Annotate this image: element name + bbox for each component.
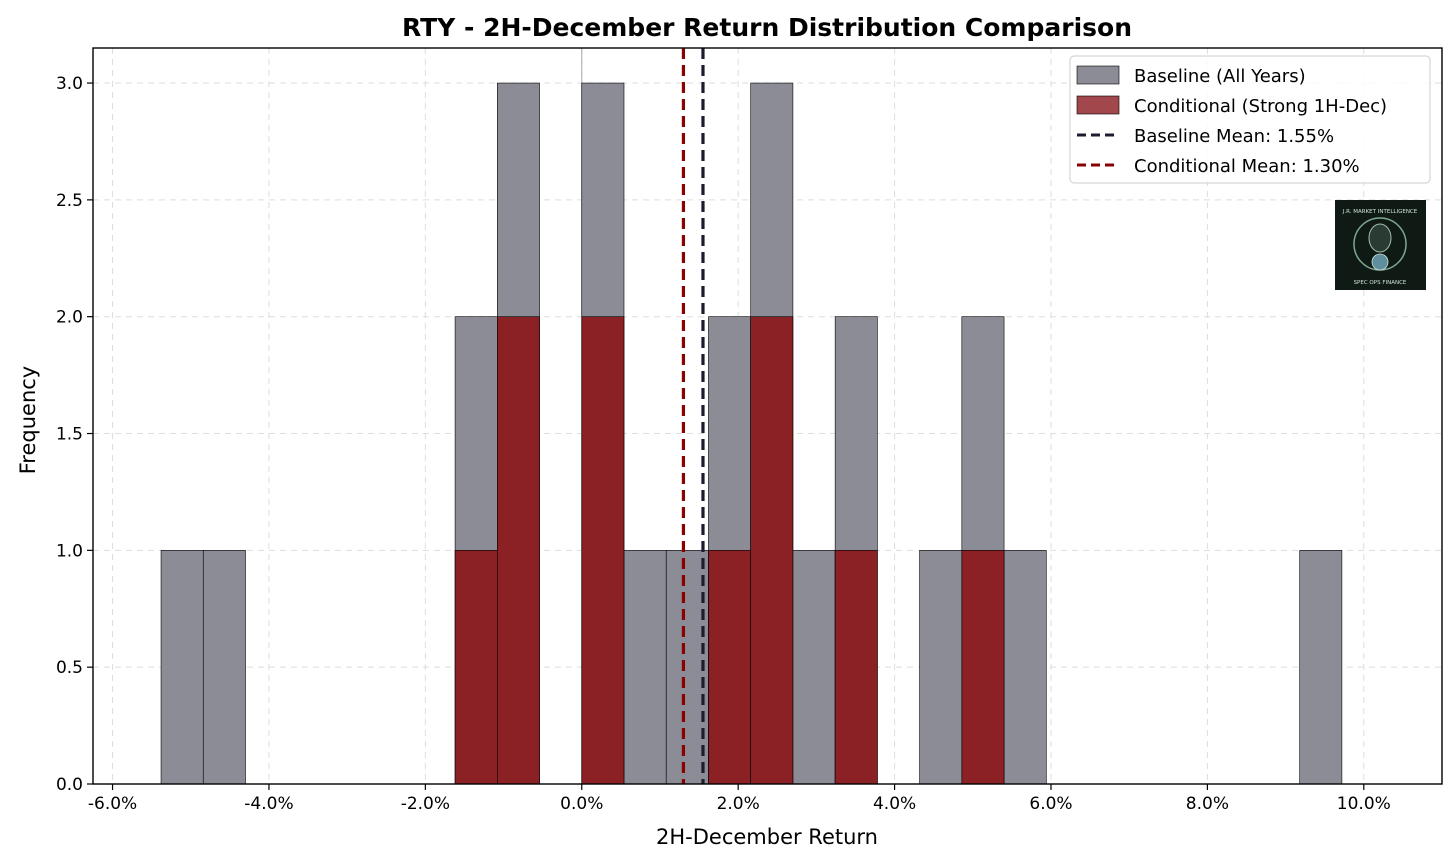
- x-tick-label: -6.0%: [88, 794, 137, 814]
- y-tick-label: 1.5: [56, 425, 83, 445]
- x-tick-label: -4.0%: [244, 794, 293, 814]
- x-axis-label: 2H-December Return: [656, 825, 878, 849]
- y-tick-label: 0.0: [56, 775, 83, 795]
- mean-lines: [681, 48, 705, 784]
- legend-label-conditional: Conditional (Strong 1H-Dec): [1134, 96, 1387, 117]
- plot-frame: [92, 47, 1443, 785]
- y-tick-label: 1.0: [56, 541, 83, 561]
- histogram-bar: [1299, 550, 1343, 785]
- x-tick-label: 8.0%: [1186, 794, 1229, 814]
- histogram-bar: [623, 550, 667, 785]
- histogram-bar: [919, 550, 963, 785]
- histogram-bar: [1003, 550, 1047, 785]
- logo-hood-icon: [1368, 223, 1392, 253]
- histogram-bar: [708, 550, 751, 785]
- x-tick-label: 6.0%: [1029, 794, 1072, 814]
- x-tick-label: 2.0%: [717, 794, 760, 814]
- histogram-bar: [454, 550, 498, 785]
- y-tick-label: 3.0: [56, 74, 83, 94]
- logo-text-bottom: SPEC OPS FINANCE: [1354, 280, 1407, 286]
- conditional-bars: [454, 316, 1005, 785]
- legend-label-baseline: Baseline (All Years): [1134, 66, 1306, 87]
- y-tick-label: 2.0: [56, 308, 83, 328]
- legend-swatch-conditional: [1076, 95, 1120, 115]
- histogram-bar: [202, 550, 246, 785]
- y-tick-label: 2.5: [56, 191, 83, 211]
- legend-frame: [1069, 55, 1431, 184]
- histogram-bar: [581, 316, 625, 785]
- legend-label-baseline-mean: Baseline Mean: 1.55%: [1134, 126, 1334, 147]
- x-tick-label: 10.0%: [1337, 794, 1391, 814]
- y-axis-ticks: 0.0 0.5 1.0 1.5 2.0 2.5 3.0: [56, 74, 93, 795]
- histogram-bar: [961, 550, 1005, 785]
- x-tick-label: 0.0%: [560, 794, 603, 814]
- histogram-bar: [792, 550, 836, 785]
- logo-badge: J.R. MARKET INTELLIGENCE SPEC OPS FINANC…: [1335, 200, 1426, 290]
- x-tick-label: -2.0%: [401, 794, 450, 814]
- histogram-bar: [497, 316, 540, 785]
- chart-title: RTY - 2H-December Return Distribution Co…: [402, 13, 1132, 42]
- histogram-bar: [750, 316, 794, 785]
- y-axis-label: Frequency: [16, 366, 40, 475]
- x-tick-label: 4.0%: [873, 794, 916, 814]
- legend: Baseline (All Years) Conditional (Strong…: [1069, 55, 1431, 184]
- histogram-bar: [160, 550, 204, 785]
- x-axis-ticks: -6.0% -4.0% -2.0% 0.0% 2.0% 4.0% 6.0% 8.0% 10.0%: [88, 784, 1391, 814]
- histogram-bar: [834, 550, 878, 785]
- legend-swatch-baseline: [1076, 65, 1120, 85]
- logo-globe-icon: [1371, 253, 1389, 271]
- legend-label-conditional-mean: Conditional Mean: 1.30%: [1134, 156, 1360, 177]
- logo-text-top: J.R. MARKET INTELLIGENCE: [1342, 209, 1418, 215]
- y-tick-label: 0.5: [56, 658, 83, 678]
